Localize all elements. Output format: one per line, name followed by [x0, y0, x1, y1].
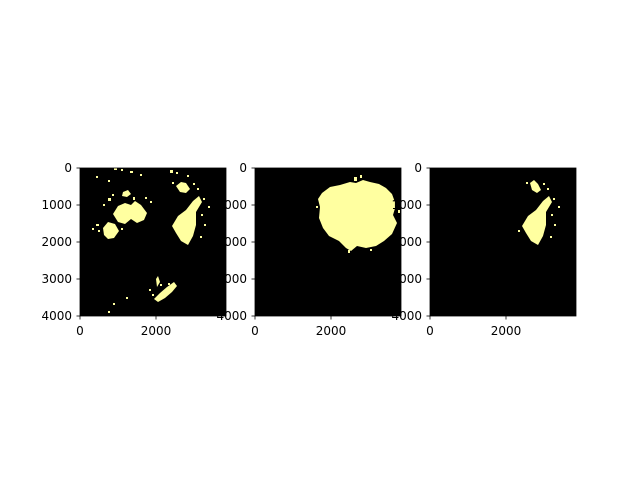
y-tick-label: 0: [64, 161, 72, 175]
x-ticks-right: [429, 316, 507, 320]
x-tick-label: 2000: [491, 324, 522, 338]
y-tick-labels-left: 0 1000 2000 3000 4000: [41, 161, 72, 323]
image-area-right: [430, 168, 576, 316]
x-ticks-left: [79, 316, 157, 320]
mask-region-lower-blob: [108, 276, 177, 313]
x-tick-labels-middle: 0 2000: [251, 324, 346, 338]
x-tick-label: 2000: [316, 324, 347, 338]
image-area-left: [80, 168, 226, 316]
panel-right: 0 1000 2000 3000 4000: [391, 161, 577, 338]
y-tick-labels-middle: 0 1000 2000 3000 4000: [216, 161, 247, 323]
y-tick-labels-right: 0 1000 2000 3000 4000: [391, 161, 422, 323]
mask-region-right-blob: [172, 182, 210, 245]
y-tick-label: 3000: [216, 272, 247, 286]
y-tick-label: 2000: [41, 235, 72, 249]
x-tick-label: 0: [426, 324, 434, 338]
y-ticks-left: [76, 167, 80, 317]
y-tick-label: 4000: [391, 309, 422, 323]
x-ticks-middle: [254, 316, 332, 320]
y-tick-label: 2000: [216, 235, 247, 249]
x-tick-labels-left: 0 2000: [76, 324, 171, 338]
mask-region-right-blob: [518, 180, 560, 245]
mask-regions-middle: [316, 175, 400, 253]
mask-region-left-edge: [92, 222, 123, 239]
x-tick-labels-right: 0 2000: [426, 324, 521, 338]
y-tick-label: 1000: [41, 198, 72, 212]
y-tick-label: 0: [414, 161, 422, 175]
y-tick-label: 3000: [41, 272, 72, 286]
y-tick-label: 0: [239, 161, 247, 175]
y-tick-label: 2000: [391, 235, 422, 249]
y-ticks-right: [426, 167, 430, 317]
panel-left: 0 1000 2000 3000 4000 0 2000: [41, 161, 227, 338]
mask-regions-left: [92, 168, 210, 313]
y-tick-label: 1000: [391, 198, 422, 212]
mask-region-central-blob: [316, 175, 400, 253]
y-tick-label: 4000: [216, 309, 247, 323]
x-tick-label: 0: [76, 324, 84, 338]
y-tick-label: 3000: [391, 272, 422, 286]
y-tick-label: 1000: [216, 198, 247, 212]
mask-region-top-specks: [96, 168, 189, 182]
x-tick-label: 2000: [141, 324, 172, 338]
panel-middle: 0 1000 2000 3000 4000: [216, 161, 402, 338]
x-tick-label: 0: [251, 324, 259, 338]
y-tick-label: 4000: [41, 309, 72, 323]
mask-regions-right: [518, 180, 560, 245]
mask-region-upper-left-cluster: [103, 190, 152, 224]
y-ticks-middle: [251, 167, 255, 317]
